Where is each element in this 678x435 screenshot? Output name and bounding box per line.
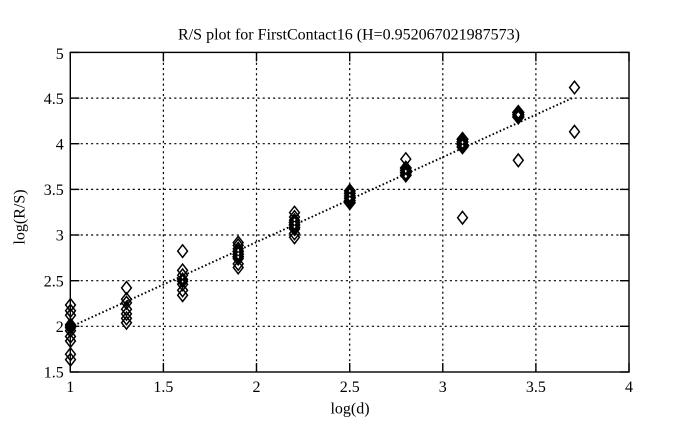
svg-text:3.5: 3.5	[526, 379, 546, 396]
svg-text:3: 3	[56, 228, 64, 245]
svg-text:1.5: 1.5	[153, 379, 173, 396]
svg-text:3.5: 3.5	[44, 182, 64, 199]
svg-text:log(d): log(d)	[330, 401, 369, 418]
svg-text:2: 2	[253, 379, 261, 396]
svg-text:R/S plot for FirstContact16 (H: R/S plot for FirstContact16 (H=0.9520670…	[178, 27, 520, 44]
svg-text:2.5: 2.5	[44, 273, 64, 290]
svg-text:5: 5	[56, 46, 64, 63]
svg-text:log(R/S): log(R/S)	[12, 189, 29, 244]
svg-text:4: 4	[625, 379, 633, 396]
svg-text:3: 3	[439, 379, 447, 396]
svg-text:1.5: 1.5	[44, 365, 64, 382]
svg-text:2: 2	[56, 319, 64, 336]
svg-text:4: 4	[56, 136, 64, 153]
svg-text:1: 1	[66, 379, 74, 396]
svg-text:2.5: 2.5	[340, 379, 360, 396]
svg-text:4.5: 4.5	[44, 91, 64, 108]
